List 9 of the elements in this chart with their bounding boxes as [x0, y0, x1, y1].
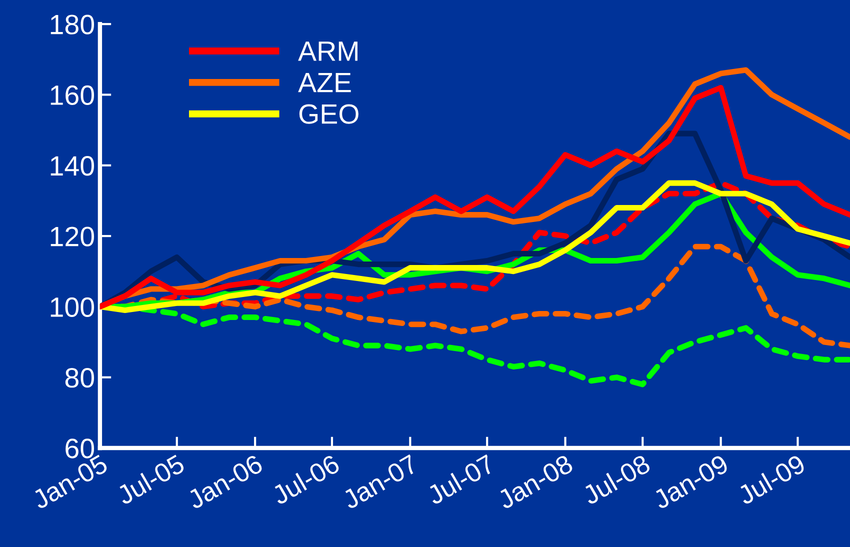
y-tick-label: 100 [50, 297, 94, 318]
y-tick-label: 180 [50, 14, 94, 34]
y-tick-label: 160 [50, 85, 94, 106]
y-tick-label: 120 [50, 226, 94, 246]
legend-label: GEO [299, 104, 358, 124]
legend-label: ARM [298, 42, 358, 61]
legend-label: AZE [298, 73, 351, 92]
y-tick-label: 80 [65, 368, 94, 388]
y-tick-label: 140 [50, 156, 94, 176]
